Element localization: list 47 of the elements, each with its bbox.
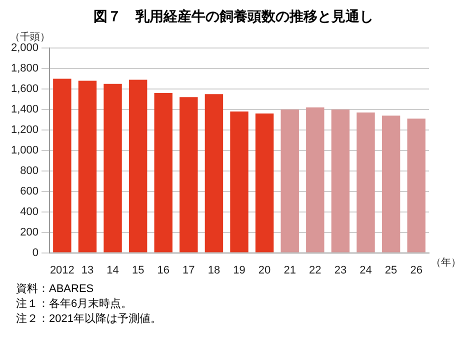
x-tick-label: 22 <box>309 264 322 276</box>
bar <box>280 109 299 252</box>
bar <box>356 112 375 252</box>
x-tick-label: 21 <box>284 264 296 276</box>
x-tick-label: 2012 <box>50 264 74 276</box>
y-tick-label: 1,800 <box>10 62 39 75</box>
y-tick-label: 1,000 <box>10 144 39 156</box>
y-tick-label: 600 <box>20 185 39 198</box>
bar <box>53 78 72 252</box>
bar <box>230 111 248 252</box>
x-tick-label: 26 <box>410 264 422 276</box>
text: 注２：2021年以降は予測値。 <box>16 312 162 327</box>
x-tick-label: 20 <box>258 264 271 276</box>
x-tick-label: 18 <box>208 264 220 276</box>
bar <box>306 107 324 252</box>
x-tick-label: 15 <box>132 264 144 276</box>
y-tick-label: 1,400 <box>10 103 39 116</box>
y-tick-label: 1,600 <box>10 82 39 95</box>
bar <box>382 116 400 252</box>
y-tick-label: 1,200 <box>10 124 39 136</box>
chart-title: 図７ 乳用経産牛の飼養頭数の推移と見通し <box>92 8 374 26</box>
bar <box>154 93 172 252</box>
y-tick-label: 800 <box>20 164 39 177</box>
y-tick-label: 400 <box>20 206 39 218</box>
x-tick-label: 19 <box>233 264 246 276</box>
x-tick-label: 23 <box>334 264 347 276</box>
text: 資料：ABARES <box>16 282 95 297</box>
x-axis-title: （年） <box>431 256 461 269</box>
bar <box>204 94 224 252</box>
x-tick-label: 14 <box>106 264 119 276</box>
x-tick-label: 13 <box>81 264 94 276</box>
y-axis-title: （千頭） <box>10 30 50 43</box>
bar <box>255 114 274 252</box>
bar <box>331 109 350 252</box>
y-tick-label: 0 <box>32 246 39 259</box>
y-tick-label: 2,000 <box>10 42 39 54</box>
x-tick-label: 16 <box>157 264 170 276</box>
x-tick-label: 24 <box>360 264 372 276</box>
bar <box>180 97 198 252</box>
y-tick-label: 200 <box>20 226 39 238</box>
bar <box>128 80 148 252</box>
bar <box>104 84 122 252</box>
bar <box>78 80 97 252</box>
text: 注１：各年6月末時点。 <box>16 297 134 312</box>
x-tick-label: 25 <box>384 264 398 276</box>
bar <box>407 118 426 252</box>
x-tick-label: 17 <box>182 264 195 276</box>
